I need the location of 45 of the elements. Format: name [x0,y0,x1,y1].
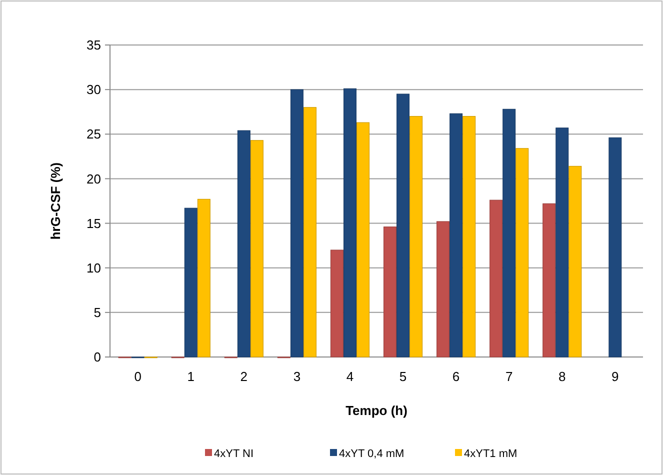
y-axis-title: hrG-CSF (%) [48,162,63,240]
bar [516,148,529,358]
bar [502,108,516,358]
x-tick-label: 5 [399,369,407,384]
bar [462,116,476,358]
bar [383,226,396,358]
x-tick-label: 9 [612,369,619,384]
y-tick-label: 0 [94,350,101,365]
bar [436,221,450,358]
y-tick-label: 20 [86,171,101,186]
bar [396,94,410,358]
x-tick-label: 2 [240,369,248,384]
y-tick-label: 30 [86,82,101,98]
y-tick-label: 5 [94,304,101,320]
x-tick-label: 8 [558,369,566,384]
y-tick-label: 10 [86,260,101,276]
x-tick-label: 0 [134,369,142,384]
bar [410,116,423,358]
y-tick-label: 15 [86,216,101,231]
x-axis-title: Tempo (h) [346,403,408,418]
bar [608,137,622,358]
bar [542,203,556,358]
bar [303,107,316,358]
legend-label: 4xYT1 mM [464,448,518,460]
bar [568,166,582,358]
bar [290,89,304,358]
bar [356,122,370,358]
x-tick-label: 6 [452,369,460,384]
bar [556,128,569,358]
bar [237,130,250,358]
bar [250,140,264,358]
x-tick-label: 3 [293,369,301,384]
legend-label: 4xYT 0,4 mM [339,448,404,460]
legend-label: 4xYT NI [214,448,254,460]
y-tick-label: 35 [86,38,101,53]
bar [184,208,198,358]
bar [330,250,344,358]
bar [343,88,356,358]
x-tick-label: 4 [346,369,354,384]
y-tick-label: 25 [86,126,101,142]
x-tick-label: 1 [187,369,194,384]
x-tick-label: 7 [505,369,513,384]
bar [490,200,503,358]
bar [197,198,210,358]
bar [450,113,463,358]
